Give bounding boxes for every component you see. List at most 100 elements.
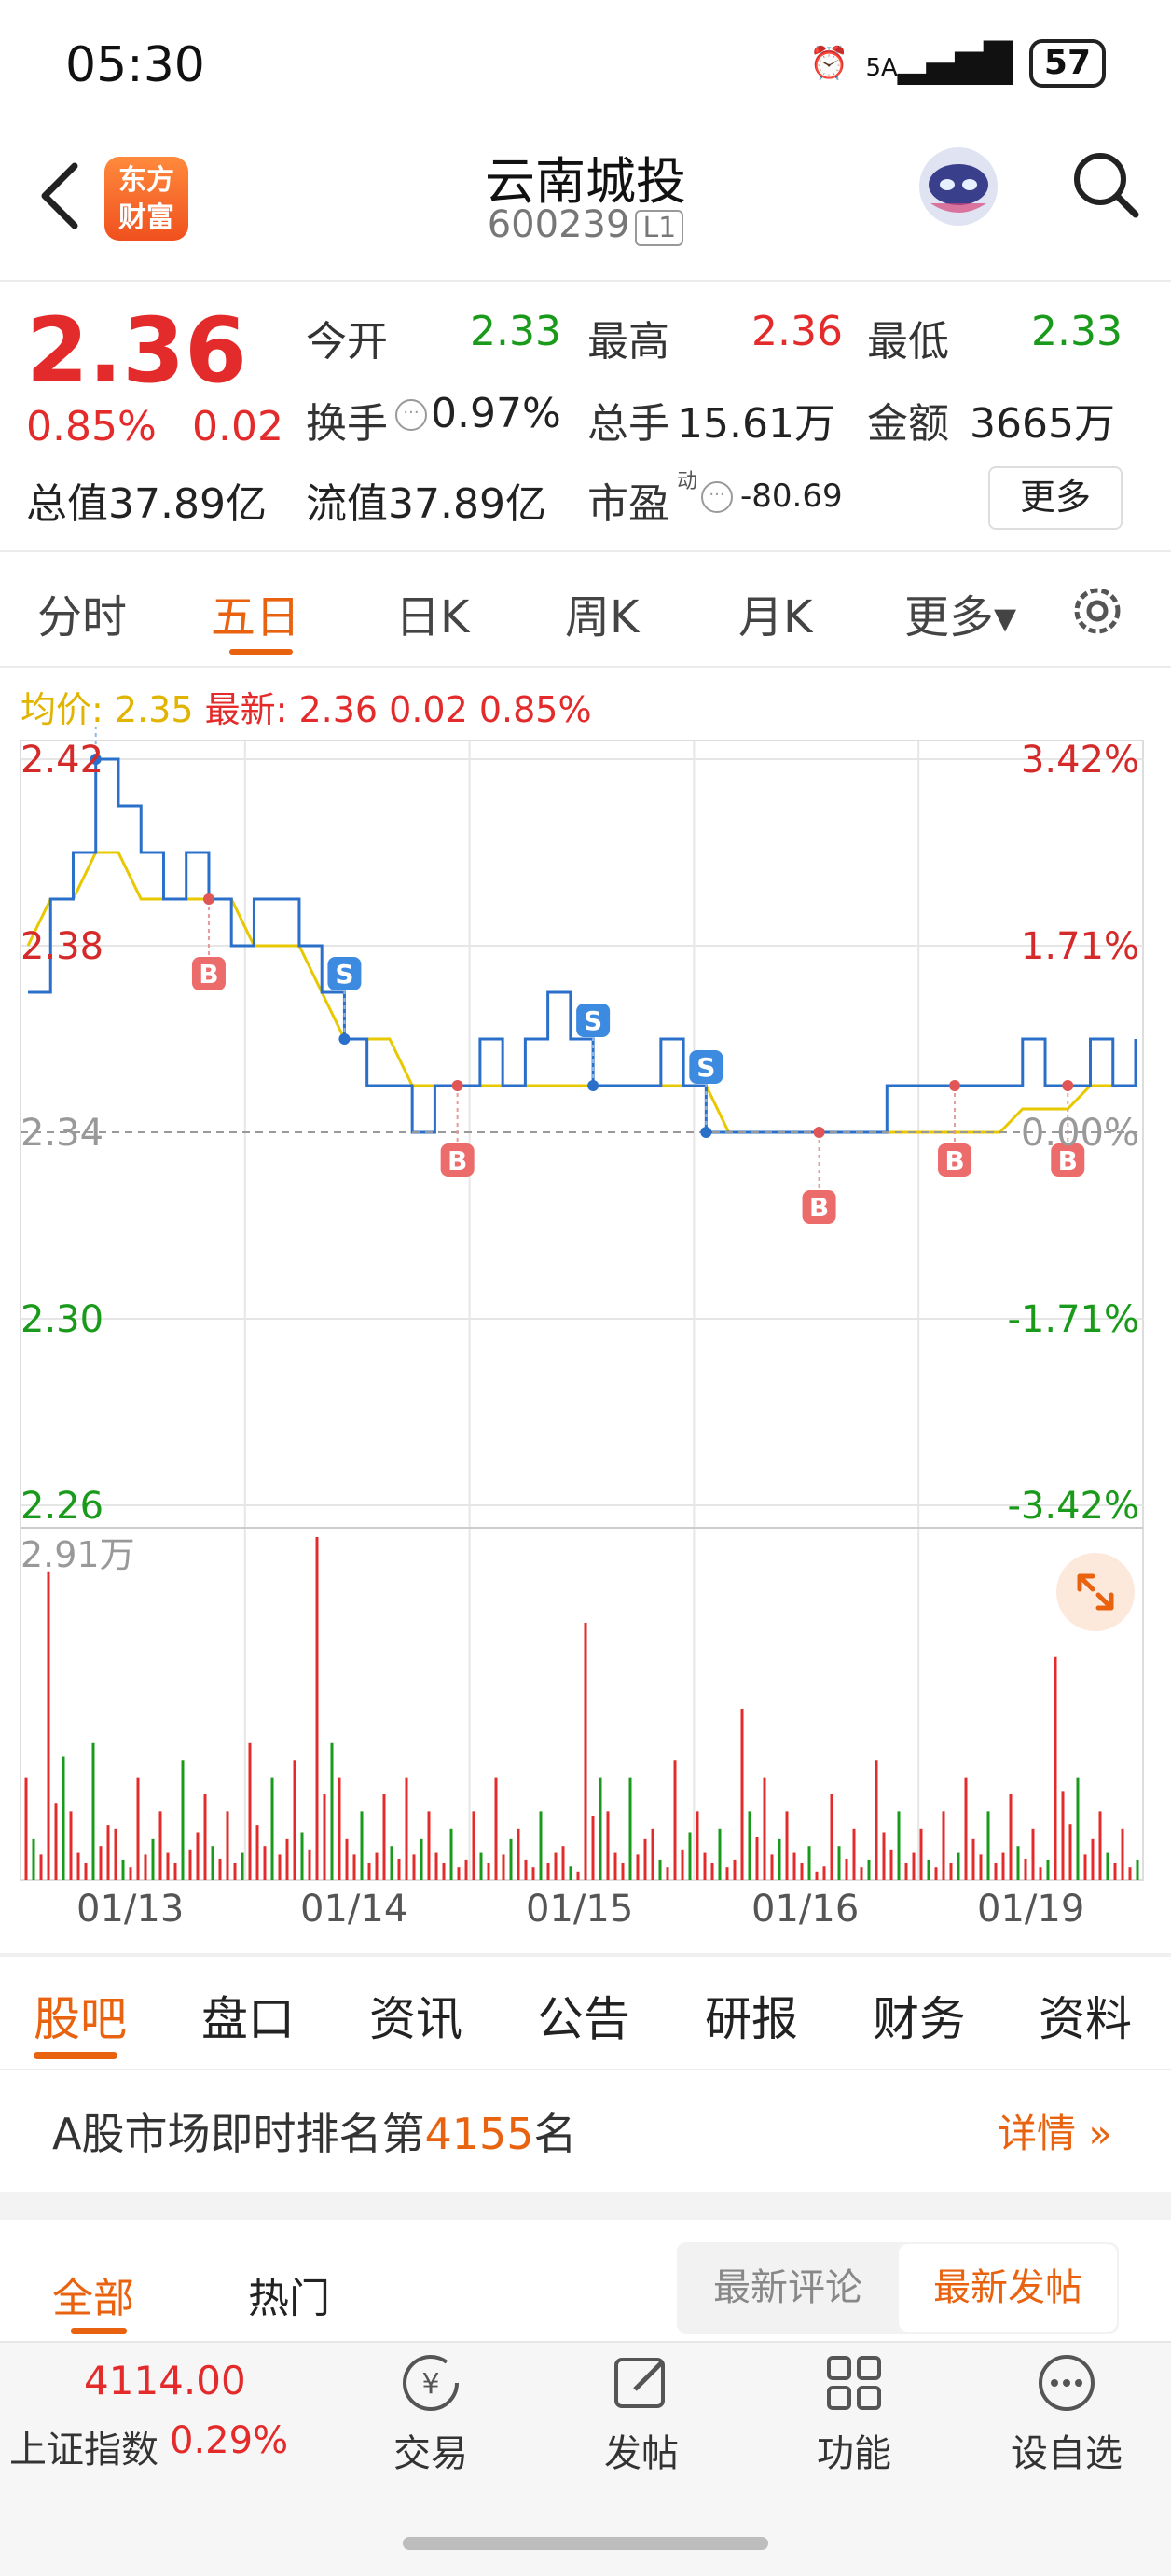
expand-icon[interactable] bbox=[1055, 1552, 1136, 1632]
tab-intraday[interactable]: 分时 bbox=[37, 591, 128, 644]
active-bottom-tab-indicator bbox=[34, 2052, 117, 2059]
marker-label: S bbox=[335, 959, 353, 990]
price-axis-label: 2.30 bbox=[21, 1298, 103, 1341]
tab-daily-k[interactable]: 日K bbox=[395, 591, 470, 644]
status-time: 05:30 bbox=[65, 37, 205, 93]
buy-marker bbox=[1051, 1143, 1085, 1177]
sort-latest-comment[interactable]: 最新评论 bbox=[713, 2266, 862, 2309]
marker-point bbox=[1062, 1080, 1074, 1091]
tab-more[interactable]: 更多▾ bbox=[904, 591, 1017, 644]
turnover-label: 换手 bbox=[306, 400, 388, 448]
marker-point bbox=[90, 754, 102, 765]
latest-price-label: 最新: 2.36 0.02 0.85% bbox=[204, 689, 592, 730]
low-label: 最低 bbox=[867, 318, 949, 366]
day-label: 01/15 bbox=[526, 1888, 634, 1931]
turnover-value: 0.97% bbox=[431, 390, 561, 437]
day-label: 01/13 bbox=[76, 1888, 185, 1931]
marker-label: S bbox=[584, 1005, 602, 1036]
rank-row[interactable] bbox=[0, 2072, 1171, 2192]
back-icon[interactable] bbox=[34, 159, 90, 233]
settings-gear-icon[interactable] bbox=[1067, 580, 1128, 642]
price-line bbox=[28, 757, 1137, 1134]
float-cap: 流值37.89亿 bbox=[306, 480, 546, 528]
search-icon[interactable] bbox=[1068, 147, 1143, 222]
market-rank-number: 4155 bbox=[424, 2109, 534, 2159]
price-axis-label: 2.38 bbox=[21, 925, 103, 968]
marker-label: B bbox=[199, 959, 218, 990]
tab-finance[interactable]: 财务 bbox=[873, 1992, 966, 2046]
marker-point bbox=[700, 1127, 712, 1138]
grid-icon bbox=[827, 2356, 881, 2410]
subtab-all[interactable]: 全部 bbox=[52, 2275, 134, 2322]
day-label: 01/14 bbox=[300, 1888, 408, 1931]
tabs-divider bbox=[0, 666, 1171, 668]
nav-trade[interactable]: ¥ 交易 bbox=[356, 2350, 505, 2477]
chart-divider bbox=[0, 1953, 1171, 1957]
chart-grid bbox=[20, 740, 1144, 1881]
buy-marker bbox=[938, 1143, 972, 1177]
signal-icon: 5A▂▄▆█ bbox=[865, 42, 1013, 85]
pct-axis-label: -1.71% bbox=[1007, 1298, 1139, 1341]
amount-label: 金额 bbox=[867, 400, 949, 448]
nav-add-watchlist[interactable]: 设自选 bbox=[992, 2350, 1141, 2477]
pe-info-icon[interactable]: ··· bbox=[701, 481, 733, 513]
sell-marker bbox=[576, 1004, 611, 1037]
volume-value: 15.61万 bbox=[677, 400, 835, 448]
index-value[interactable]: 4114.00 bbox=[84, 2358, 246, 2403]
sort-latest-post[interactable]: 最新发帖 bbox=[899, 2244, 1117, 2332]
tab-news[interactable]: 资讯 bbox=[369, 1992, 462, 2046]
high-value: 2.36 bbox=[751, 308, 843, 355]
info-icon[interactable]: ··· bbox=[395, 399, 427, 431]
marker-label: B bbox=[448, 1145, 467, 1176]
pe-sup: 动 bbox=[677, 470, 698, 493]
high-label: 最高 bbox=[587, 318, 669, 366]
pct-axis-label: 3.42% bbox=[1021, 739, 1139, 782]
app-logo[interactable]: 东方 财富 bbox=[104, 157, 188, 241]
marker-point bbox=[451, 1080, 463, 1091]
home-indicator[interactable] bbox=[403, 2537, 768, 2550]
tab-monthly-k[interactable]: 月K bbox=[738, 591, 813, 644]
open-label: 今开 bbox=[306, 318, 388, 366]
tab-pankou[interactable]: 盘口 bbox=[201, 1992, 295, 2046]
alarm-icon: ⏰ bbox=[809, 45, 849, 82]
low-value: 2.33 bbox=[1031, 308, 1123, 355]
marker-point bbox=[202, 893, 214, 905]
more-quote-button[interactable]: 更多 bbox=[988, 466, 1123, 530]
pct-change: 0.85% bbox=[26, 403, 157, 450]
tab-weekly-k[interactable]: 周K bbox=[565, 591, 640, 644]
tab-announcements[interactable]: 公告 bbox=[537, 1992, 630, 2046]
index-name[interactable]: 上证指数 bbox=[9, 2429, 158, 2472]
tab-guba[interactable]: 股吧 bbox=[34, 1992, 127, 2046]
pe-label: 市盈 bbox=[587, 480, 669, 528]
tab-five-day[interactable]: 五日 bbox=[211, 591, 301, 644]
price-axis-label: 2.34 bbox=[21, 1112, 103, 1155]
stock-name: 云南城投 bbox=[485, 152, 686, 211]
volume-label: 总手 bbox=[587, 400, 669, 448]
buy-marker bbox=[191, 957, 226, 990]
five-day-chart[interactable]: SBSBSSBBB 2.423.42%2.381.71%2.340.00%2.3… bbox=[0, 727, 1171, 1940]
trade-markers: SBSBSSBBB bbox=[90, 727, 1085, 1224]
nav-functions[interactable]: 功能 bbox=[779, 2350, 929, 2477]
avg-price-label: 均价: 2.35 bbox=[21, 689, 194, 730]
subtab-hot[interactable]: 热门 bbox=[248, 2275, 330, 2322]
volume-max-label: 2.91万 bbox=[21, 1534, 135, 1575]
tab-research[interactable]: 研报 bbox=[705, 1992, 798, 2046]
rank-detail-link[interactable]: 详情 » bbox=[998, 2111, 1113, 2156]
marker-label: B bbox=[809, 1192, 829, 1223]
open-value: 2.33 bbox=[470, 308, 561, 355]
assistant-robot-icon[interactable] bbox=[912, 138, 1005, 231]
double-chevron-icon: » bbox=[1088, 2111, 1113, 2156]
marker-point bbox=[813, 1127, 825, 1138]
nav-post[interactable]: 发帖 bbox=[567, 2350, 716, 2477]
day-label: 01/19 bbox=[977, 1888, 1085, 1931]
pe-value: -80.69 bbox=[740, 478, 843, 515]
yuan-circle-icon: ¥ bbox=[403, 2355, 459, 2411]
sell-marker bbox=[689, 1050, 723, 1084]
avg-price-line bbox=[26, 851, 1136, 1134]
tab-profile[interactable]: 资料 bbox=[1039, 1992, 1132, 2046]
axis-labels: 2.42 3.42% 2.38 1.71% 2.34 0.00% 2.30 -1.71% 2.2… bbox=[21, 739, 1139, 1575]
battery-icon: 57 bbox=[1028, 39, 1106, 88]
marker-label: B bbox=[944, 1145, 964, 1176]
volume-bars bbox=[24, 1537, 1139, 1880]
status-icons: ⏰ 5A▂▄▆█ 57 bbox=[809, 39, 1106, 88]
